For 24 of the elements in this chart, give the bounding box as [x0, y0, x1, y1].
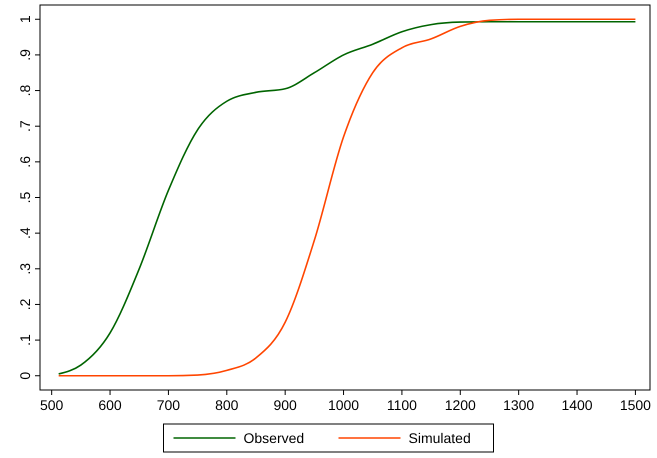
y-tick-label: .3: [17, 262, 33, 275]
y-tick-label: .9: [17, 48, 33, 61]
x-tick-label: 1000: [328, 397, 360, 413]
x-tick-label: 500: [40, 397, 64, 413]
y-tick-label: .5: [17, 191, 33, 204]
x-tick-label: 1500: [620, 397, 652, 413]
y-tick-label: 0: [17, 372, 33, 380]
y-tick-label: 1: [17, 15, 33, 24]
x-tick-label: 600: [98, 397, 122, 413]
y-tick-label: .4: [17, 227, 33, 239]
y-tick-label: .2: [17, 298, 33, 310]
x-tick-label: 700: [156, 397, 180, 413]
x-tick-label: 800: [215, 397, 239, 413]
x-tick-label: 1300: [503, 397, 534, 413]
x-tick-label: 1200: [444, 397, 476, 413]
y-tick-label: .1: [17, 334, 33, 346]
y-tick-label: .8: [17, 84, 33, 96]
y-tick-label: .6: [17, 156, 33, 168]
x-tick-label: 1400: [561, 397, 593, 413]
x-tick-label: 900: [273, 397, 298, 413]
x-tick-label: 1100: [386, 397, 418, 413]
y-tick-label: .7: [17, 120, 33, 132]
legend-label: Observed: [244, 430, 304, 446]
legend-label: Simulated: [408, 430, 471, 446]
